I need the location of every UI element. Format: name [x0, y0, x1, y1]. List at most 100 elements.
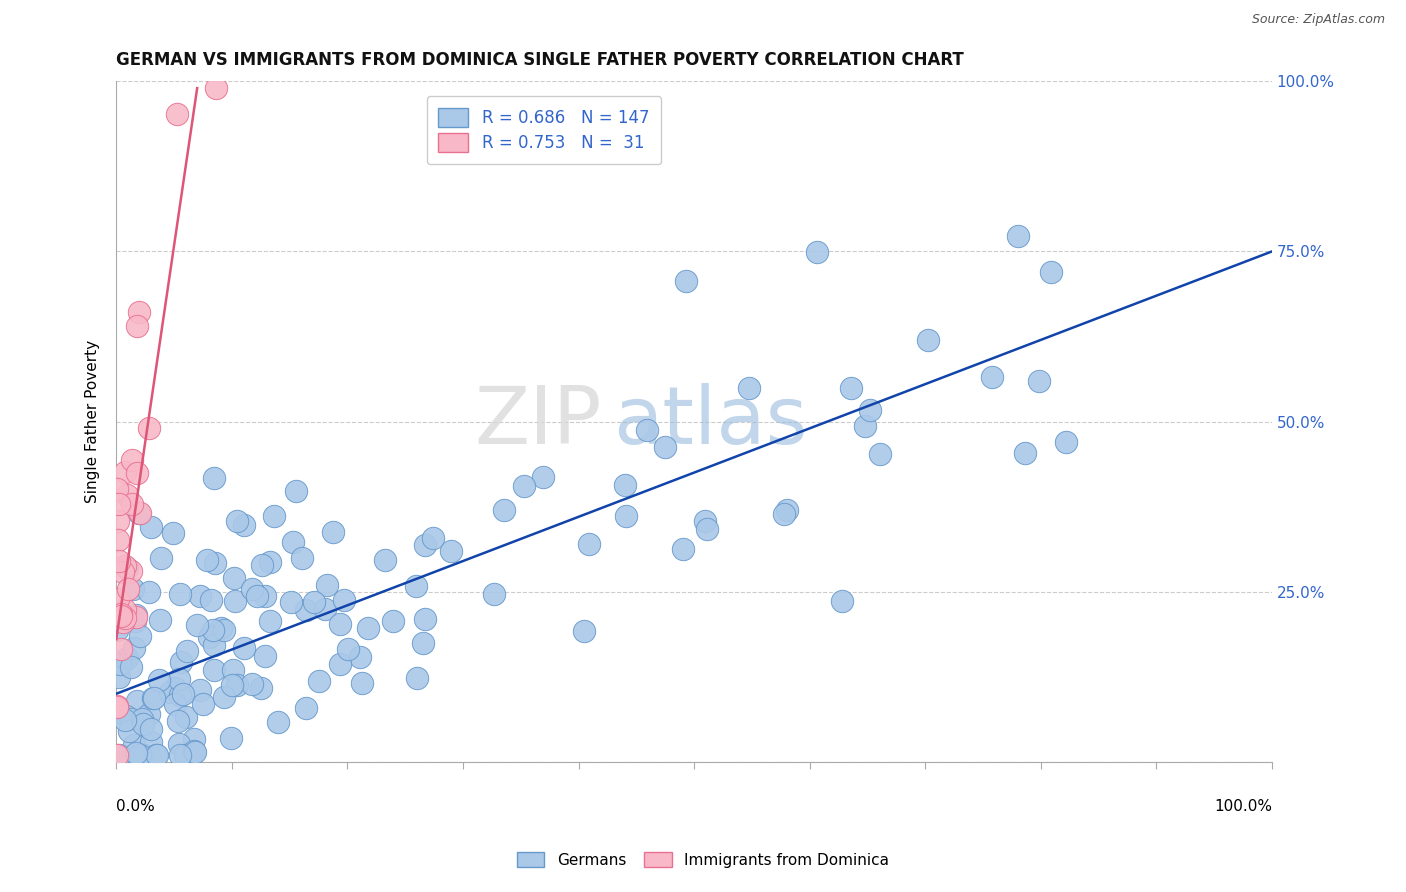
Point [672, 541, 695, 556]
Point [117, 582, 139, 596]
Point [219, 731, 242, 745]
Point [111, 615, 134, 629]
Point [222, 664, 245, 678]
Point [440, 543, 463, 558]
Point [198, 630, 221, 644]
Point [201, 624, 224, 638]
Point [253, 589, 276, 603]
Point [128, 305, 150, 319]
Point [142, 690, 165, 705]
Point [131, 712, 153, 726]
Point [149, 613, 172, 627]
Point [246, 589, 269, 603]
Point [121, 452, 143, 467]
Point [226, 514, 249, 528]
Point [316, 578, 339, 592]
Point [110, 609, 132, 624]
Point [183, 744, 205, 758]
Point [240, 582, 263, 596]
Point [513, 479, 536, 493]
Point [138, 421, 160, 435]
Point [127, 694, 149, 708]
Point [114, 714, 136, 728]
Point [124, 607, 146, 622]
Point [176, 709, 198, 723]
Point [114, 559, 136, 574]
Point [329, 657, 352, 672]
Point [107, 700, 129, 714]
Point [675, 274, 697, 288]
Point [169, 688, 191, 702]
Point [291, 551, 314, 566]
Point [110, 611, 132, 625]
Point [259, 555, 281, 569]
Point [839, 381, 862, 395]
Point [776, 503, 799, 517]
Point [108, 554, 131, 568]
Point [858, 403, 880, 417]
Point [107, 670, 129, 684]
Point [202, 663, 225, 677]
Point [636, 423, 658, 437]
Point [163, 681, 186, 696]
Point [322, 525, 344, 540]
Point [225, 678, 247, 692]
Point [613, 478, 636, 492]
Point [240, 677, 263, 691]
Point [284, 483, 307, 498]
Point [280, 595, 302, 609]
Point [413, 538, 436, 552]
Point [349, 650, 371, 665]
Point [132, 747, 155, 762]
Point [115, 488, 138, 502]
Point [202, 638, 225, 652]
Point [254, 648, 277, 663]
Point [107, 591, 129, 606]
Point [693, 514, 716, 528]
Point [337, 641, 360, 656]
Point [122, 582, 145, 597]
Point [308, 674, 330, 689]
Point [145, 747, 167, 762]
Point [107, 482, 129, 496]
Point [127, 319, 149, 334]
Point [169, 672, 191, 686]
Point [186, 617, 208, 632]
Point [107, 747, 129, 762]
Point [120, 660, 142, 674]
Point [145, 747, 167, 762]
Point [772, 508, 794, 522]
Point [204, 556, 226, 570]
Point [167, 737, 190, 751]
Point [232, 517, 254, 532]
Point [138, 707, 160, 722]
Point [492, 503, 515, 517]
Point [350, 675, 373, 690]
Point [221, 678, 243, 692]
Point [250, 558, 273, 573]
Point [406, 671, 429, 685]
Point [129, 747, 152, 762]
Point [224, 571, 246, 585]
Point [129, 506, 152, 520]
Point [283, 534, 305, 549]
Point [124, 640, 146, 655]
Point [412, 636, 434, 650]
Point [188, 589, 211, 603]
Point [263, 509, 285, 524]
Point [413, 612, 436, 626]
Point [853, 418, 876, 433]
Point [357, 621, 380, 635]
Point [200, 593, 222, 607]
Point [1014, 446, 1036, 460]
Point [1028, 374, 1050, 388]
Legend: R = 0.686   N = 147, R = 0.753   N =  31: R = 0.686 N = 147, R = 0.753 N = 31 [427, 96, 661, 164]
Point [141, 735, 163, 749]
Point [806, 245, 828, 260]
Point [1007, 229, 1029, 244]
Point [141, 520, 163, 534]
Point [209, 621, 232, 635]
Point [233, 641, 256, 656]
Point [184, 745, 207, 759]
Point [163, 697, 186, 711]
